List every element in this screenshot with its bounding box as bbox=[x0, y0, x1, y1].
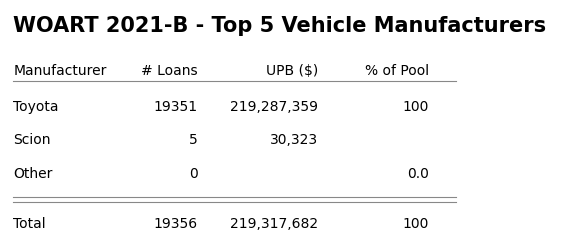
Text: # Loans: # Loans bbox=[141, 64, 198, 78]
Text: Manufacturer: Manufacturer bbox=[14, 64, 107, 78]
Text: Total: Total bbox=[14, 217, 46, 231]
Text: 19351: 19351 bbox=[154, 100, 198, 114]
Text: 19356: 19356 bbox=[154, 217, 198, 231]
Text: Other: Other bbox=[14, 167, 53, 181]
Text: 0.0: 0.0 bbox=[407, 167, 429, 181]
Text: 100: 100 bbox=[402, 217, 429, 231]
Text: 0: 0 bbox=[189, 167, 198, 181]
Text: Toyota: Toyota bbox=[14, 100, 59, 114]
Text: 219,317,682: 219,317,682 bbox=[230, 217, 318, 231]
Text: 100: 100 bbox=[402, 100, 429, 114]
Text: Scion: Scion bbox=[14, 133, 51, 147]
Text: 219,287,359: 219,287,359 bbox=[230, 100, 318, 114]
Text: UPB ($): UPB ($) bbox=[266, 64, 318, 78]
Text: WOART 2021-B - Top 5 Vehicle Manufacturers: WOART 2021-B - Top 5 Vehicle Manufacture… bbox=[14, 16, 547, 36]
Text: 5: 5 bbox=[189, 133, 198, 147]
Text: % of Pool: % of Pool bbox=[365, 64, 429, 78]
Text: 30,323: 30,323 bbox=[270, 133, 318, 147]
